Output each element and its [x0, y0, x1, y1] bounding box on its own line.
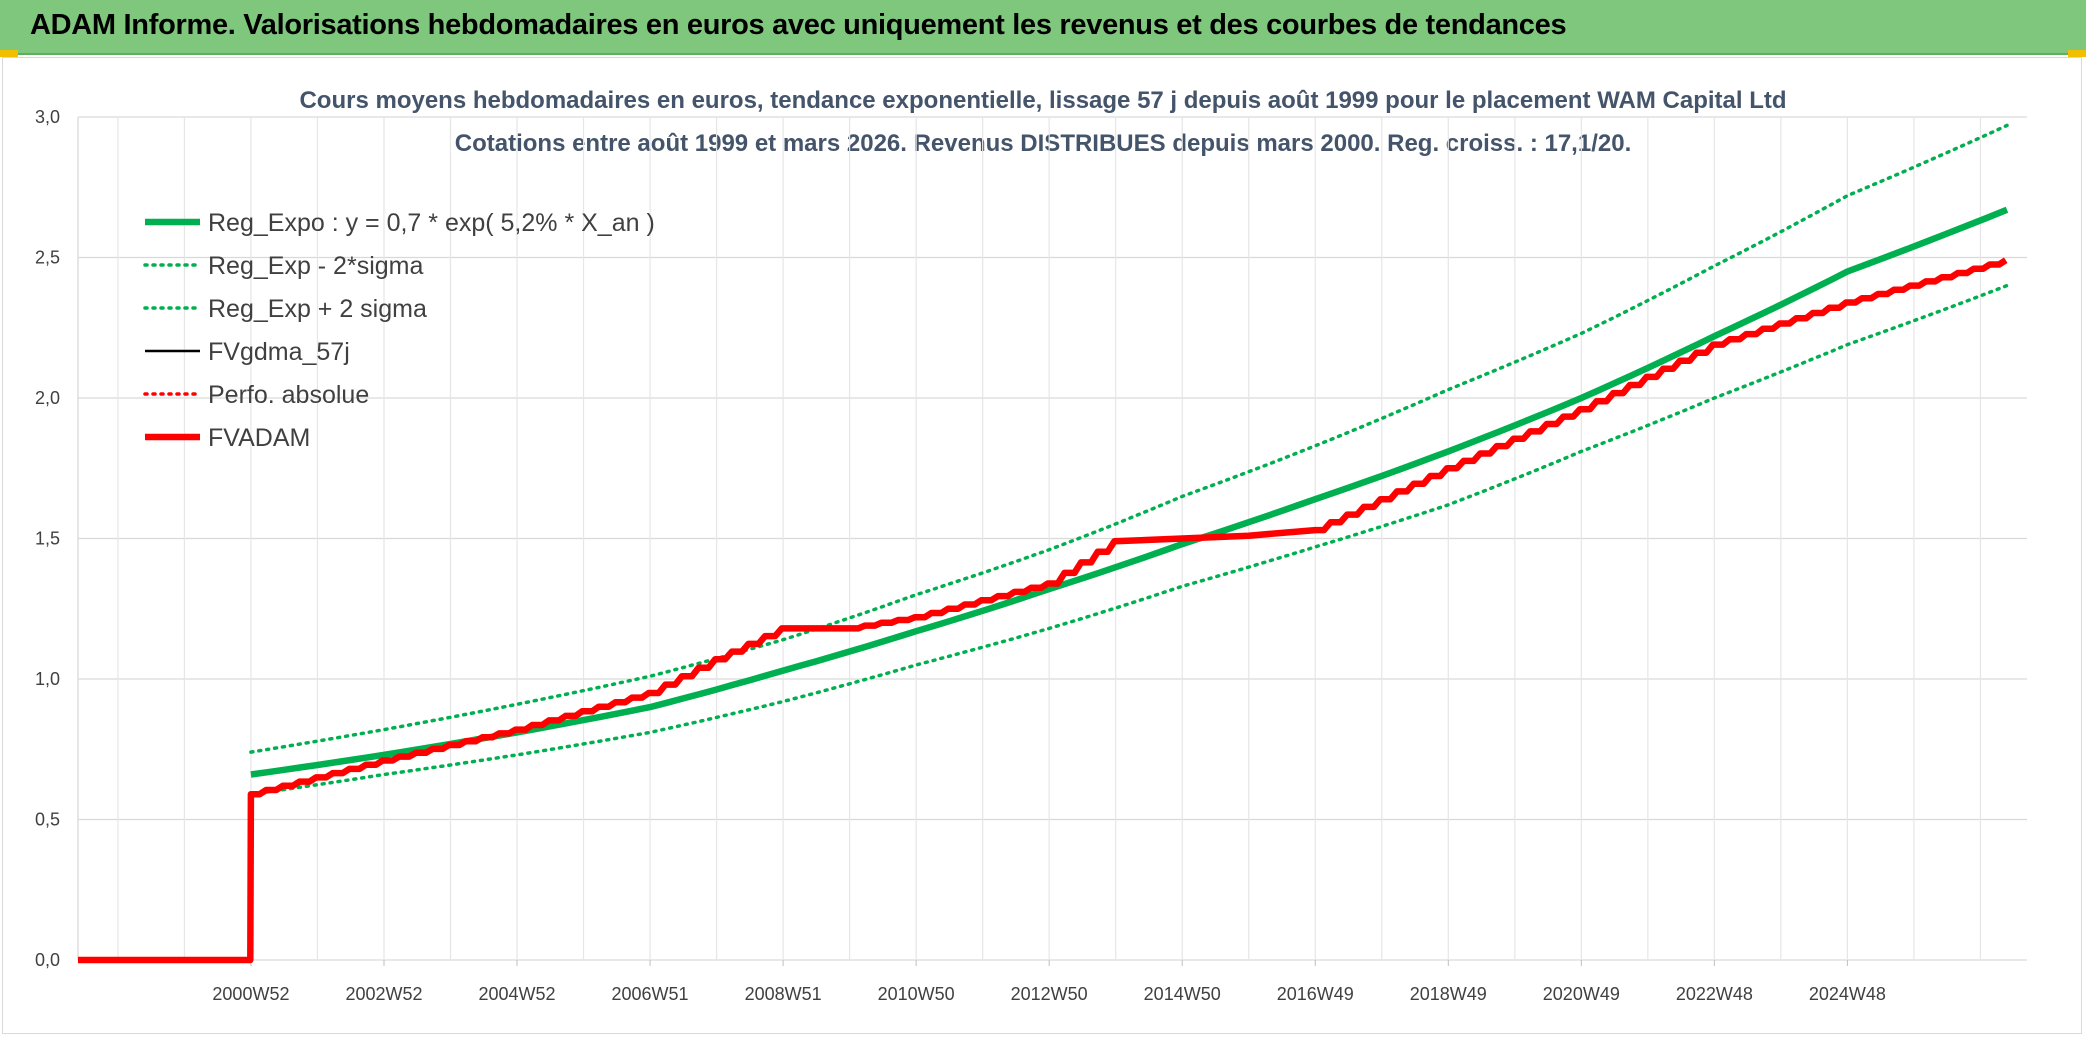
- legend-label: Reg_Exp + 2 sigma: [208, 295, 427, 323]
- legend-label: Reg_Expo : y = 0,7 * exp( 5,2% * X_an ): [208, 209, 655, 237]
- axes: 0,0 0,5 1,0 1,5 2,0 2,5 3,0 2000W52 2002W52 2004W…: [35, 107, 1886, 1004]
- chart-subtitle: Cotations entre août 1999 et mars 2026. …: [455, 130, 1631, 157]
- series-line-1: [249, 283, 2009, 796]
- x-tick-label: 2004W52: [478, 984, 555, 1004]
- y-tick-label: 2,0: [35, 388, 60, 408]
- series-line-2: [249, 123, 2009, 754]
- legend-label: Reg_Exp - 2*sigma: [208, 252, 423, 280]
- series-line-5: [78, 257, 2008, 964]
- series-line-0: [250, 206, 2009, 778]
- x-tick-label: 2014W50: [1144, 984, 1221, 1004]
- y-tick-label: 3,0: [35, 107, 60, 127]
- report-banner: ADAM Informe. Valorisations hebdomadaire…: [0, 0, 2086, 55]
- legend-label: Perfo. absolue: [208, 381, 369, 409]
- x-tick-label: 2018W49: [1410, 984, 1487, 1004]
- gridlines: [77, 116, 2027, 961]
- x-tick-label: 2000W52: [212, 984, 289, 1004]
- x-tick-label: 2002W52: [345, 984, 422, 1004]
- chart-title: Cours moyens hebdomadaires en euros, ten…: [299, 87, 1786, 114]
- y-tick-label: 0,5: [35, 810, 60, 830]
- legend-label: FVADAM: [208, 424, 310, 452]
- series-lines: [78, 123, 2009, 964]
- x-tick-label: 2006W51: [612, 984, 689, 1004]
- y-tick-label: 1,5: [35, 529, 60, 549]
- x-tick-label: 2012W50: [1011, 984, 1088, 1004]
- y-tick-label: 2,5: [35, 248, 60, 268]
- corner-marker-left: [0, 50, 18, 57]
- y-tick-label: 1,0: [35, 669, 60, 689]
- x-tick-label: 2008W51: [745, 984, 822, 1004]
- legend-label: FVgdma_57j: [208, 338, 350, 366]
- corner-marker-right: [2068, 50, 2086, 57]
- x-tick-label: 2022W48: [1676, 984, 1753, 1004]
- series-line-3: [78, 259, 2007, 962]
- legend: Reg_Expo : y = 0,7 * exp( 5,2% * X_an ) R…: [143, 209, 655, 452]
- chart-frame: [2, 57, 2082, 1034]
- x-tick-label: 2016W49: [1277, 984, 1354, 1004]
- x-tick-label: 2024W48: [1809, 984, 1886, 1004]
- x-tick-label: 2020W49: [1543, 984, 1620, 1004]
- x-tick-label: 2010W50: [878, 984, 955, 1004]
- y-tick-label: 0,0: [35, 950, 60, 970]
- report-title: ADAM Informe. Valorisations hebdomadaire…: [30, 9, 1567, 41]
